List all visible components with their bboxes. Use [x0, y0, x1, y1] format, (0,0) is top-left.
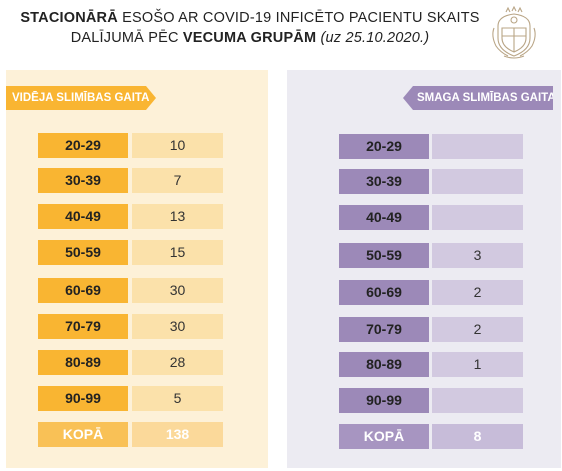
patient-count: 3	[432, 243, 523, 268]
patient-count: 2	[432, 280, 523, 305]
total-label: KOPĀ	[339, 424, 429, 449]
age-group-label: 40-49	[339, 205, 429, 230]
age-group-label: 90-99	[38, 386, 128, 411]
age-group-label: 20-29	[339, 134, 429, 159]
title-bold-2: VECUMA GRUPĀM	[183, 30, 316, 46]
patient-count: 30	[132, 314, 223, 339]
page-title: STACIONĀRĀ ESOŠO AR COVID-19 INFICĒTO PA…	[0, 8, 500, 48]
severe-banner: SMAGA SLIMĪBAS GAITA	[403, 86, 553, 110]
age-group-label: 60-69	[339, 280, 429, 305]
age-group-label: 50-59	[339, 243, 429, 268]
patient-count: 10	[132, 133, 223, 158]
title-bold-1: STACIONĀRĀ	[20, 10, 118, 26]
age-group-label: 70-79	[339, 317, 429, 342]
patient-count	[432, 169, 523, 194]
total-count: 138	[132, 422, 223, 447]
age-group-label: 70-79	[38, 314, 128, 339]
age-group-label: 20-29	[38, 133, 128, 158]
age-group-label: 30-39	[38, 168, 128, 193]
age-group-label: 40-49	[38, 204, 128, 229]
age-group-label: 30-39	[339, 169, 429, 194]
patient-count: 28	[132, 350, 223, 375]
age-group-label: 80-89	[339, 352, 429, 377]
patient-count: 1	[432, 352, 523, 377]
patient-count: 2	[432, 317, 523, 342]
patient-count: 30	[132, 278, 223, 303]
patient-count	[432, 388, 523, 413]
title-text-1: ESOŠO AR COVID-19 INFICĒTO PACIENTU SKAI…	[118, 10, 480, 26]
age-group-label: 50-59	[38, 240, 128, 265]
title-line-2: DALĪJUMĀ PĒC VECUMA GRUPĀM (uz 25.10.202…	[0, 28, 500, 48]
patient-count: 5	[132, 386, 223, 411]
patient-count	[432, 205, 523, 230]
title-date: (uz 25.10.2020.)	[316, 30, 429, 46]
patient-count: 13	[132, 204, 223, 229]
total-count: 8	[432, 424, 523, 449]
total-label: KOPĀ	[38, 422, 128, 447]
patient-count: 15	[132, 240, 223, 265]
patient-count: 7	[132, 168, 223, 193]
age-group-label: 80-89	[38, 350, 128, 375]
title-line-1: STACIONĀRĀ ESOŠO AR COVID-19 INFICĒTO PA…	[0, 8, 500, 28]
latvia-coat-of-arms-icon	[488, 6, 540, 60]
title-text-2: DALĪJUMĀ PĒC	[71, 30, 183, 46]
patient-count	[432, 134, 523, 159]
moderate-banner: VIDĒJA SLIMĪBAS GAITA	[6, 86, 156, 110]
age-group-label: 60-69	[38, 278, 128, 303]
age-group-label: 90-99	[339, 388, 429, 413]
